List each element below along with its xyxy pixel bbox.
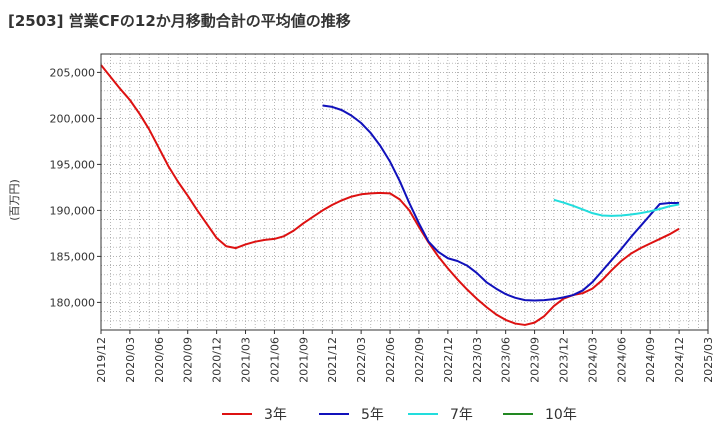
x-tick-label: 2020/12 [211, 337, 224, 383]
y-axis-ticks: 180,000 185,000 190,000 195,000 200,000 205,0… [50, 66, 101, 309]
x-tick-label: 2022/03 [355, 337, 368, 383]
x-tick-label: 2024/06 [615, 337, 628, 383]
x-tick-label: 2023/12 [557, 337, 570, 383]
y-tick-label: 185,000 [50, 250, 96, 263]
x-tick-label: 2021/03 [240, 337, 253, 383]
plot-frame [100, 53, 709, 331]
legend-label-5年: 5年 [361, 407, 384, 423]
x-tick-label: 2024/12 [673, 337, 686, 383]
x-tick-label: 2022/09 [413, 337, 426, 383]
chart-title: [2503] 営業CFの12か月移動合計の平均値の推移 [8, 12, 351, 30]
legend-label-10年: 10年 [545, 407, 577, 423]
x-tick-label: 2023/03 [471, 337, 484, 383]
x-tick-label: 2022/12 [442, 337, 455, 383]
legend-label-7年: 7年 [450, 407, 473, 423]
x-tick-label: 2023/06 [500, 337, 513, 383]
legend: 3年 5年 7年 10年 [222, 407, 577, 423]
x-tick-label: 2023/09 [529, 337, 542, 383]
x-tick-label: 2025/03 [702, 337, 715, 383]
y-tick-label: 195,000 [50, 158, 96, 171]
x-tick-label: 2021/09 [297, 337, 310, 383]
x-axis-ticks: 2019/12 2020/03 2020/06 2020/09 2020/12 2021/… [95, 330, 715, 383]
x-tick-label: 2024/09 [644, 337, 657, 383]
series-line-3年 [100, 64, 680, 326]
y-tick-label: 190,000 [50, 204, 96, 217]
x-tick-label: 2022/06 [384, 337, 397, 383]
x-tick-label: 2020/06 [153, 337, 166, 383]
y-tick-label: 200,000 [50, 112, 96, 125]
x-tick-label: 2021/06 [268, 337, 281, 383]
series-line-5年 [322, 104, 680, 302]
x-tick-label: 2020/09 [182, 337, 195, 383]
y-tick-label: 205,000 [50, 66, 96, 79]
series-lines [100, 64, 680, 326]
x-tick-label: 2021/12 [326, 337, 339, 383]
legend-label-3年: 3年 [264, 407, 287, 423]
x-tick-label: 2024/03 [586, 337, 599, 383]
x-tick-label: 2020/03 [124, 337, 137, 383]
x-tick-label: 2019/12 [95, 337, 108, 383]
y-axis-label: (百万円) [8, 179, 21, 221]
y-tick-label: 180,000 [50, 296, 96, 309]
series-line-7年 [553, 198, 680, 217]
